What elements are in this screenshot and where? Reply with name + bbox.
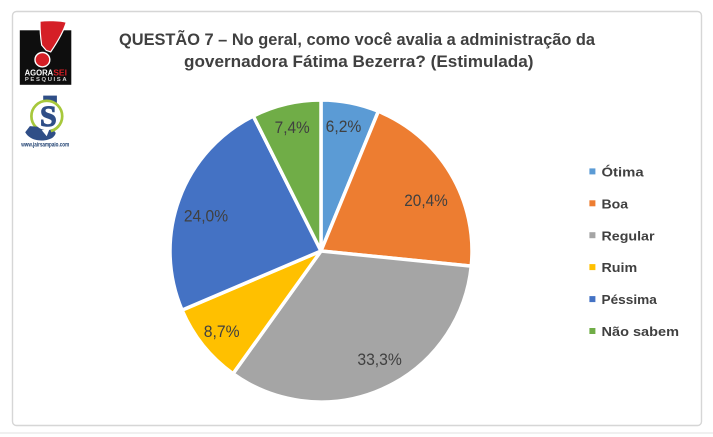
svg-text:QUESTÃO 7 – No geral, como voc: QUESTÃO 7 – No geral, como você avalia a… [119,29,596,49]
svg-text:7,4%: 7,4% [275,118,310,137]
svg-text:20,4%: 20,4% [404,191,448,210]
svg-text:33,3%: 33,3% [357,350,402,369]
svg-text:Ruim: Ruim [602,260,638,275]
svg-text:governadora Fátima Bezerra? (E: governadora Fátima Bezerra? (Estimulada) [184,52,534,71]
svg-text:Péssima: Péssima [602,292,658,307]
svg-text:www.jairsampaio.com: www.jairsampaio.com [20,141,69,148]
svg-text:AGORA: AGORA [25,68,54,78]
svg-text:Regular: Regular [602,228,655,243]
svg-text:Não sabem: Não sabem [602,324,680,339]
svg-text:SEI: SEI [53,68,67,78]
svg-text:24,0%: 24,0% [184,207,228,226]
svg-text:6,2%: 6,2% [326,117,362,136]
svg-text:S: S [40,100,57,133]
svg-text:Ótima: Ótima [602,165,645,180]
svg-text:Boa: Boa [602,196,629,211]
svg-text:8,7%: 8,7% [204,322,240,341]
